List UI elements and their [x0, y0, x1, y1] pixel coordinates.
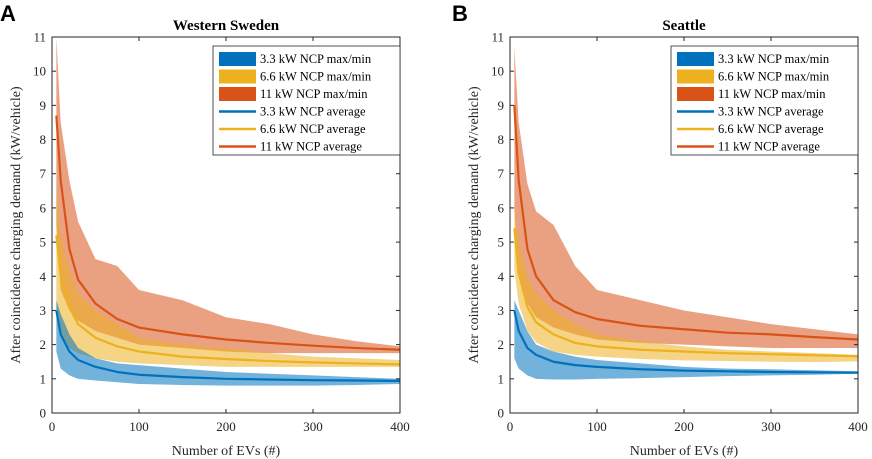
y-tick-label: 3: [498, 303, 505, 318]
axis-ticks: 0 100 200 300 400 0 1 2 3 4 5 6 7 8 9 10 11: [33, 30, 410, 435]
band-6-6-kw-ncp-max-min: [56, 187, 400, 367]
x-tick-label: 200: [674, 419, 694, 434]
legend-label: 6.6 kW NCP max/min: [260, 70, 372, 84]
y-tick-label: 11: [491, 30, 504, 45]
y-tick-label: 11: [33, 30, 46, 45]
series-line-6-6-kw-ncp-average: [513, 228, 859, 358]
series-line-11-kw-ncp-average: [55, 115, 401, 351]
chart-title: Western Sweden: [173, 18, 280, 34]
panel-label: A: [0, 1, 16, 26]
legend-label: 11 kW NCP max/min: [260, 87, 368, 101]
y-tick-label: 5: [498, 235, 505, 250]
series-line-11-kw-ncp-average: [513, 105, 859, 341]
y-tick-label: 6: [498, 200, 505, 215]
legend-swatch: [219, 52, 256, 66]
panel-label: B: [452, 1, 468, 26]
y-tick-label: 10: [491, 64, 504, 79]
y-tick-label: 4: [40, 269, 47, 284]
legend-label: 3.3 kW NCP max/min: [718, 52, 830, 66]
y-tick-label: 9: [498, 98, 505, 113]
series-line-3-3-kw-ncp-average: [55, 310, 401, 382]
x-tick-label: 100: [587, 419, 607, 434]
legend-label: 6.6 kW NCP average: [718, 122, 824, 136]
y-tick-label: 7: [40, 166, 47, 181]
y-tick-label: 0: [498, 406, 505, 421]
series-line-6-6-kw-ncp-average: [55, 235, 401, 366]
x-axis-label: Number of EVs (#): [172, 444, 281, 459]
x-tick-label: 400: [848, 419, 868, 434]
y-tick-label: 5: [40, 235, 47, 250]
band-3-3-kw-ncp-max-min: [56, 300, 400, 386]
x-tick-label: 200: [216, 419, 236, 434]
legend: 3.3 kW NCP max/min 6.6 kW NCP max/min 11 k…: [670, 45, 859, 156]
legend: 3.3 kW NCP max/min 6.6 kW NCP max/min 11 k…: [212, 45, 401, 156]
band-6-6-kw-ncp-max-min: [514, 204, 858, 363]
panel-a: A Western Sweden Number of EVs (#) After…: [0, 1, 410, 459]
legend-label: 3.3 kW NCP average: [260, 105, 366, 119]
y-tick-label: 2: [498, 337, 505, 352]
x-tick-label: 0: [507, 419, 514, 434]
x-tick-label: 400: [390, 419, 410, 434]
legend-label: 3.3 kW NCP average: [718, 105, 824, 119]
legend-label: 6.6 kW NCP average: [260, 122, 366, 136]
legend-swatch: [677, 87, 714, 101]
legend-label: 6.6 kW NCP max/min: [718, 70, 830, 84]
x-tick-label: 100: [129, 419, 149, 434]
y-tick-label: 3: [40, 303, 47, 318]
y-tick-label: 10: [33, 64, 46, 79]
y-tick-label: 4: [498, 269, 505, 284]
legend-swatch: [677, 69, 714, 84]
y-tick-label: 0: [40, 406, 47, 421]
legend-swatch: [677, 52, 714, 66]
x-axis-label: Number of EVs (#): [630, 444, 739, 459]
legend-label: 11 kW NCP max/min: [718, 87, 826, 101]
y-tick-label: 1: [498, 371, 505, 386]
legend-label: 11 kW NCP average: [260, 140, 362, 154]
plot-area: [513, 47, 859, 380]
x-tick-label: 300: [303, 419, 323, 434]
y-tick-label: 7: [498, 166, 505, 181]
y-tick-label: 6: [40, 200, 47, 215]
axis-ticks: 0 100 200 300 400 0 1 2 3 4 5 6 7 8 9 10 11: [491, 30, 868, 435]
series-line-3-3-kw-ncp-average: [513, 310, 859, 374]
y-tick-label: 8: [40, 132, 47, 147]
y-axis-label: After coincidence charging demand (kW/ve…: [9, 86, 24, 364]
y-tick-label: 9: [40, 98, 47, 113]
legend-swatch: [219, 69, 256, 84]
y-tick-label: 2: [40, 337, 47, 352]
x-tick-label: 0: [49, 419, 56, 434]
plot-area: [55, 37, 401, 386]
legend-swatch: [219, 87, 256, 101]
legend-label: 11 kW NCP average: [718, 140, 820, 154]
legend-label: 3.3 kW NCP max/min: [260, 52, 372, 66]
y-tick-label: 1: [40, 371, 47, 386]
y-axis-label: After coincidence charging demand (kW/ve…: [467, 86, 482, 364]
chart-title: Seattle: [662, 18, 706, 34]
panel-b: B Seattle Number of EVs (#) After coinci…: [452, 1, 868, 459]
x-tick-label: 300: [761, 419, 781, 434]
y-tick-label: 8: [498, 132, 505, 147]
